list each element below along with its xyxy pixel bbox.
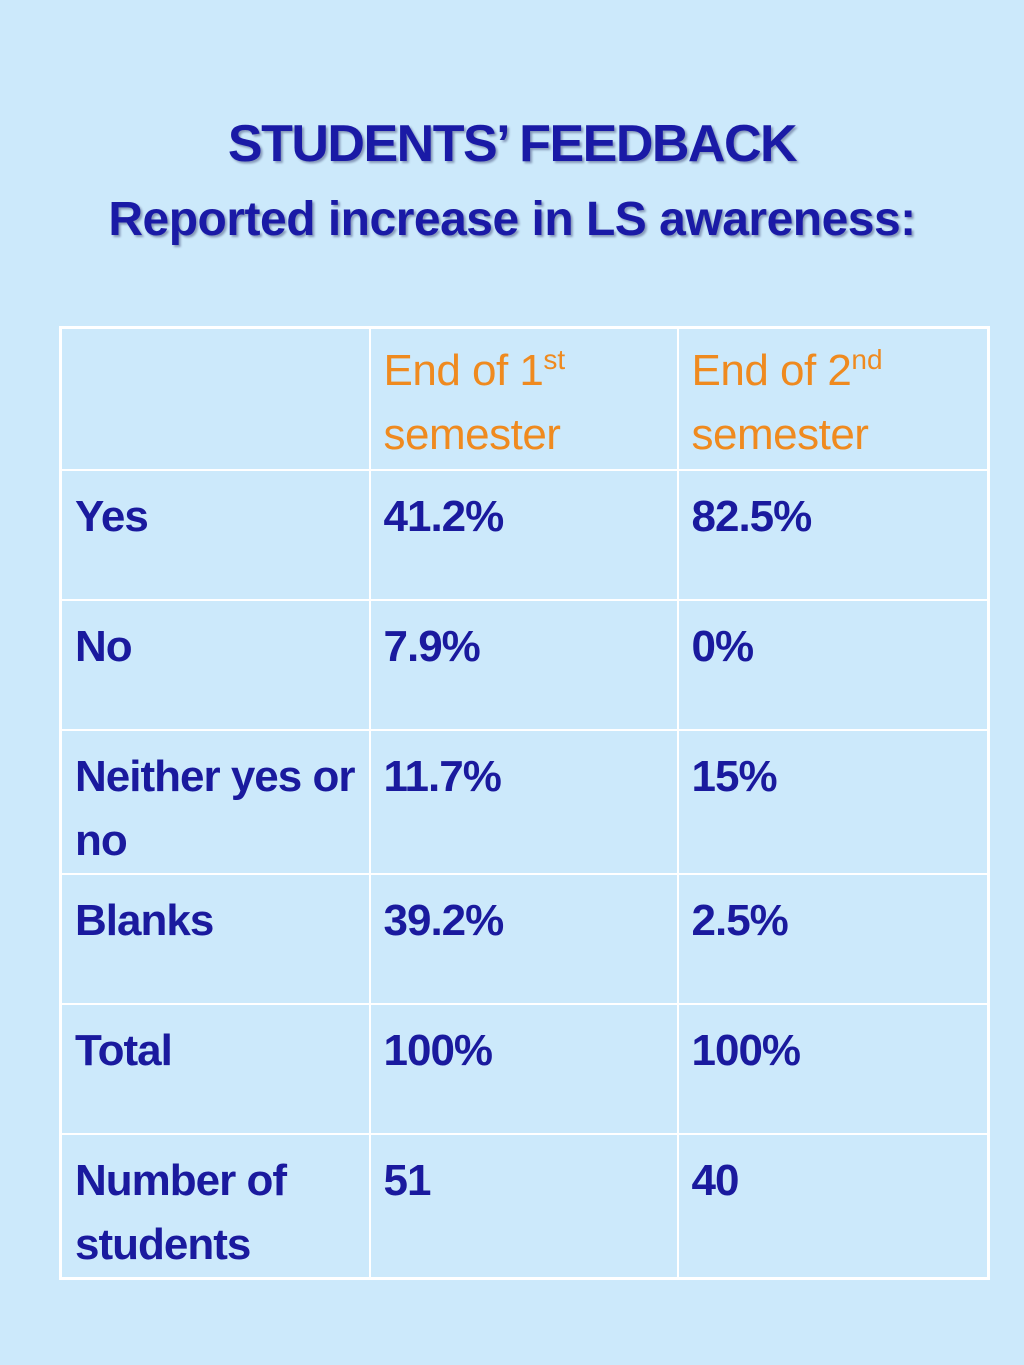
row-label: Total — [59, 1002, 371, 1135]
header-suffix: semester — [383, 410, 561, 459]
table-row-yes: Yes 41.2% 82.5% — [59, 468, 990, 601]
table-row-total: Total 100% 100% — [59, 1002, 990, 1135]
header-end-of-2nd-semester: End of 2nd semester — [676, 326, 990, 471]
table-row-blanks: Blanks 39.2% 2.5% — [59, 872, 990, 1005]
cell-sem2: 82.5% — [676, 468, 990, 601]
cell-sem1: 39.2% — [368, 872, 679, 1005]
table-row-neither: Neither yes or no 11.7% 15% — [59, 728, 990, 875]
cell-sem2: 100% — [676, 1002, 990, 1135]
table-row-number-of-students: Number of students 51 40 — [59, 1132, 990, 1279]
cell-sem1: 11.7% — [368, 728, 679, 875]
header-ordinal: st — [543, 344, 566, 375]
header-end-of-1st-semester: End of 1st semester — [368, 326, 679, 471]
cell-sem2: 2.5% — [676, 872, 990, 1005]
cell-sem1: 7.9% — [368, 598, 679, 731]
cell-sem2: 40 — [676, 1132, 990, 1279]
cell-sem1: 51 — [368, 1132, 679, 1279]
header-ordinal: nd — [851, 344, 883, 375]
row-label: Yes — [59, 468, 371, 601]
row-label: Blanks — [59, 872, 371, 1005]
slide-subtitle: Reported increase in LS awareness: — [108, 193, 916, 246]
header-corner-cell — [59, 326, 371, 471]
table-header-row: End of 1st semester End of 2nd semester — [59, 326, 990, 471]
header-prefix: End of 1 — [383, 346, 544, 395]
cell-sem1: 41.2% — [368, 468, 679, 601]
slide-title: STUDENTS’ FEEDBACK — [227, 115, 798, 173]
header-prefix: End of 2 — [691, 346, 852, 395]
cell-sem2: 15% — [676, 728, 990, 875]
feedback-table: End of 1st semester End of 2nd semester Ye… — [59, 326, 990, 1280]
row-label: Neither yes or no — [59, 728, 371, 875]
row-label: Number of students — [59, 1132, 371, 1279]
cell-sem2: 0% — [676, 598, 990, 731]
cell-sem1: 100% — [368, 1002, 679, 1135]
header-suffix: semester — [691, 410, 869, 459]
table-row-no: No 7.9% 0% — [59, 598, 990, 731]
row-label: No — [59, 598, 371, 731]
